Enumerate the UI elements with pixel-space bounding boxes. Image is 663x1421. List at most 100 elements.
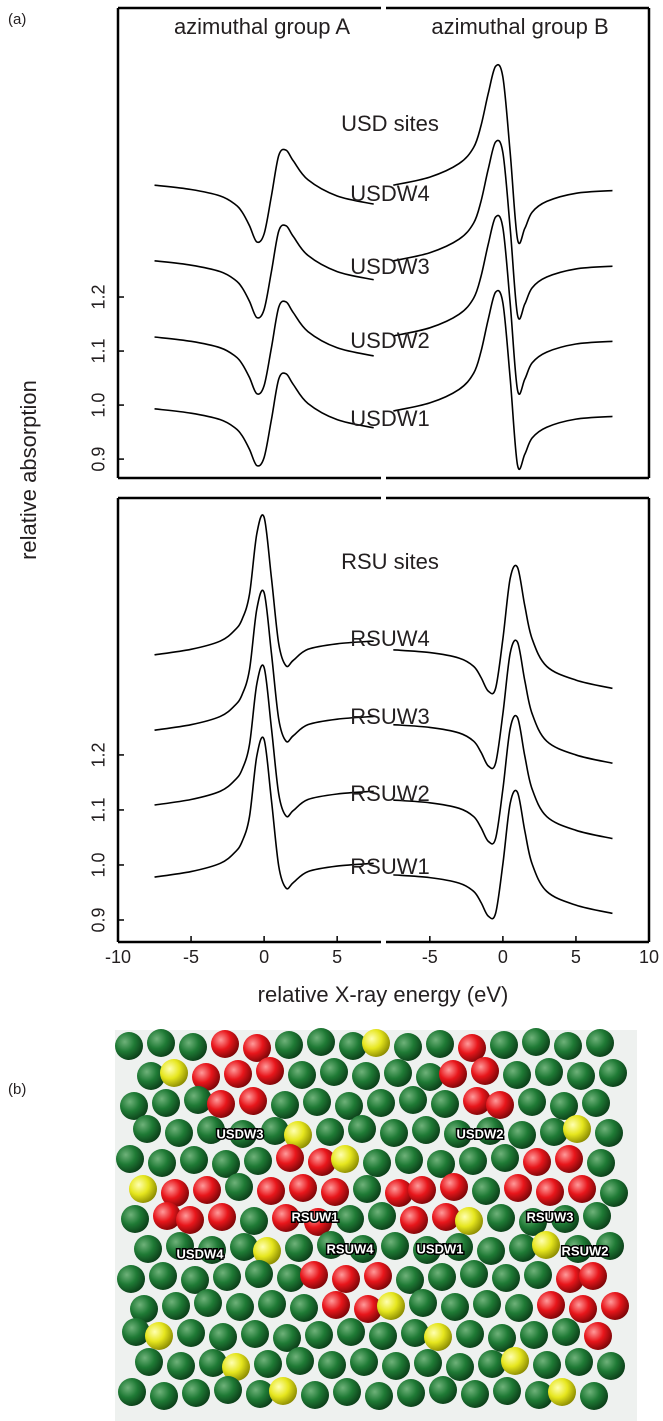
atom [458, 1034, 486, 1062]
atom [184, 1086, 212, 1114]
atom [446, 1353, 474, 1381]
atom [122, 1318, 150, 1346]
curve-label: RSUW3 [350, 704, 429, 729]
atom [505, 1294, 533, 1322]
atom [491, 1144, 519, 1172]
spectrum-line [393, 564, 613, 695]
curve-label: USDW4 [350, 181, 429, 206]
y-tick-label: 1.0 [89, 393, 109, 418]
x-tick-label: 0 [498, 947, 508, 967]
atom [445, 1233, 473, 1261]
atom [428, 1263, 456, 1291]
atom [307, 1028, 335, 1056]
atom [246, 1380, 274, 1408]
atom [368, 1202, 396, 1230]
atom [429, 1376, 457, 1404]
atom [486, 1091, 514, 1119]
atom [568, 1175, 596, 1203]
x-tick-label: -5 [183, 947, 199, 967]
atom [414, 1349, 442, 1377]
atom [207, 1090, 235, 1118]
atom [381, 1232, 409, 1260]
atom [520, 1321, 548, 1349]
spectrum-line [393, 639, 613, 770]
atom [321, 1178, 349, 1206]
atom [540, 1118, 568, 1146]
atom [213, 1263, 241, 1291]
spectrum-line [154, 224, 374, 319]
atom [284, 1121, 312, 1149]
atom [508, 1121, 536, 1149]
atom [198, 1236, 226, 1264]
atom [271, 1091, 299, 1119]
atom [199, 1349, 227, 1377]
atom [535, 1058, 563, 1086]
y-tick-label: 0.9 [89, 907, 109, 932]
atom [317, 1231, 345, 1259]
atom [348, 1115, 376, 1143]
atom [153, 1202, 181, 1230]
atom [369, 1322, 397, 1350]
atom [461, 1380, 489, 1408]
atom [460, 1260, 488, 1288]
curve-label: RSU sites [341, 549, 439, 574]
atom [395, 1146, 423, 1174]
atom [385, 1179, 413, 1207]
atom [532, 1231, 560, 1259]
spectrum-line [393, 789, 613, 920]
atom [503, 1061, 531, 1089]
atom [473, 1290, 501, 1318]
spectrum-line [154, 300, 374, 395]
curve-label: USDW2 [350, 328, 429, 353]
atom [587, 1149, 615, 1177]
atom [161, 1179, 189, 1207]
atom [509, 1234, 537, 1262]
atom [536, 1178, 564, 1206]
atom [339, 1032, 367, 1060]
site-label: RSUW4 [327, 1241, 375, 1256]
atom [193, 1176, 221, 1204]
atom [177, 1319, 205, 1347]
spectrum-line [154, 664, 374, 818]
atom [305, 1321, 333, 1349]
atom [129, 1175, 157, 1203]
y-tick-label: 1.1 [89, 339, 109, 364]
atom [518, 1088, 546, 1116]
atom [117, 1265, 145, 1293]
atom [595, 1119, 623, 1147]
site-label: RSUW2 [562, 1243, 609, 1258]
atom [455, 1207, 483, 1235]
atom [239, 1087, 267, 1115]
atom [471, 1057, 499, 1085]
atom [167, 1352, 195, 1380]
atom [523, 1148, 551, 1176]
x-axis-label: relative X-ray energy (eV) [258, 982, 509, 1007]
atom [441, 1293, 469, 1321]
atom [211, 1030, 239, 1058]
atom [432, 1203, 460, 1231]
atom [316, 1118, 344, 1146]
site-label: USDW4 [177, 1246, 225, 1261]
group-title: azimuthal group B [431, 14, 608, 39]
atom [426, 1030, 454, 1058]
atom [149, 1262, 177, 1290]
atom [427, 1150, 455, 1178]
atom [354, 1295, 382, 1323]
atom [257, 1177, 285, 1205]
atom [160, 1059, 188, 1087]
atom [288, 1061, 316, 1089]
atom [564, 1235, 592, 1263]
atom [399, 1086, 427, 1114]
atom [150, 1382, 178, 1410]
atom [225, 1173, 253, 1201]
panel-label: (b) [8, 1081, 26, 1098]
atom [229, 1120, 257, 1148]
atom [579, 1262, 607, 1290]
atom [555, 1145, 583, 1173]
atom [440, 1173, 468, 1201]
atom [337, 1318, 365, 1346]
atom [565, 1348, 593, 1376]
atom [116, 1145, 144, 1173]
atom [380, 1119, 408, 1147]
spectrum-line [393, 714, 613, 845]
